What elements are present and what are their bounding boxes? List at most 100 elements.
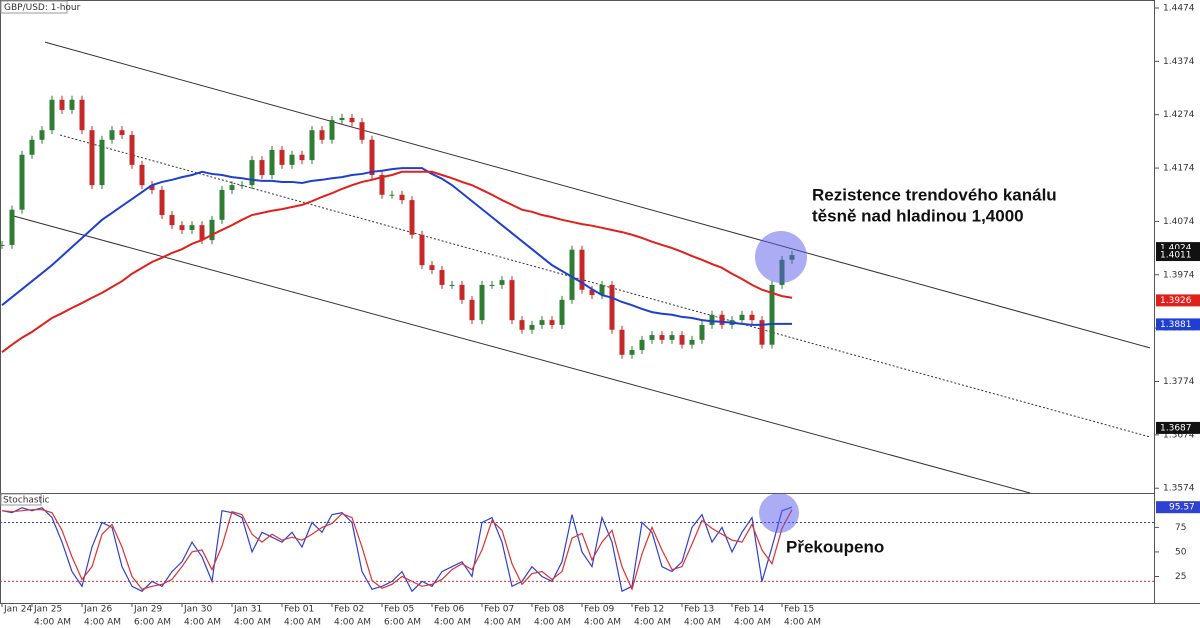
candle (639, 339, 645, 351)
candle (79, 99, 85, 131)
candle (609, 284, 615, 330)
x-tick-label: Feb 01 (284, 605, 314, 615)
candle (169, 215, 175, 226)
price-label: 1.3881 (1160, 320, 1192, 330)
x-tick-label: 4:00 AM (234, 618, 271, 628)
stochastic-line (1, 506, 793, 593)
candle (599, 284, 605, 296)
y-tick-label: 1.4374 (1163, 57, 1195, 67)
price-panel (0, 0, 1155, 494)
x-tick-label: 4:00 AM (784, 618, 821, 628)
candle (0, 244, 5, 246)
candle (759, 320, 765, 345)
x-tick-label: Feb 06 (434, 605, 465, 615)
x-tick-label: Feb 05 (384, 605, 414, 615)
price-label-box (1156, 421, 1200, 434)
candle (319, 130, 325, 140)
candle (489, 284, 495, 286)
x-tick-label: 4:00 AM (184, 618, 221, 628)
x-tick-label: Jan 29 (133, 605, 162, 615)
candle (749, 314, 755, 321)
candle (679, 335, 685, 345)
x-tick-label: 4:00 AM (34, 618, 71, 628)
y-tick-label: 50 (1175, 547, 1187, 557)
moving-average (1, 170, 793, 353)
candle (389, 194, 395, 196)
moving-average (1, 167, 792, 326)
x-tick-label: Feb 12 (634, 605, 664, 615)
value-label: 95.57 (1169, 503, 1195, 513)
y-tick-label: 1.3974 (1163, 270, 1195, 280)
candle (499, 280, 505, 285)
candle (439, 269, 445, 285)
candle (39, 130, 45, 140)
y-tick-label: 1.4274 (1163, 110, 1195, 120)
price-label-box (1156, 318, 1200, 331)
candle (369, 139, 375, 176)
candle (459, 284, 465, 300)
candle (739, 314, 745, 321)
candle (359, 122, 365, 140)
x-tick-label: 4:00 AM (734, 618, 771, 628)
candle (619, 329, 625, 355)
candle (569, 249, 575, 300)
candle (419, 234, 425, 266)
annotation: Překoupeno (786, 537, 884, 556)
candle (109, 130, 115, 140)
candle (699, 324, 705, 340)
candle (99, 139, 105, 186)
candle (559, 299, 565, 325)
x-tick-label: 4:00 AM (284, 618, 321, 628)
candle (259, 160, 265, 176)
candle (9, 209, 15, 245)
candle (339, 117, 345, 121)
candle (509, 280, 515, 321)
price-label: 1.3687 (1160, 423, 1192, 433)
candle (19, 154, 25, 210)
y-tick-label: 1.3774 (1163, 377, 1195, 387)
y-tick-label: 1.4174 (1163, 164, 1195, 174)
y-tick-label: 1.3574 (1163, 484, 1195, 494)
candle (399, 194, 405, 201)
x-tick-label: 6:00 AM (384, 618, 421, 628)
x-tick-label: Jan 25 (33, 605, 62, 615)
x-tick-label: 4:00 AM (684, 618, 721, 628)
candle (189, 225, 195, 230)
candle (539, 320, 545, 325)
candle (149, 185, 155, 190)
annotation: Rezistence trendového kanálu (812, 185, 1057, 204)
x-tick-label: Feb 07 (484, 605, 514, 615)
x-tick-label: 4:00 AM (434, 618, 471, 628)
y-tick-label: 1.3674 (1163, 430, 1195, 440)
value-label-box (1156, 501, 1200, 514)
candle (429, 265, 435, 270)
candle (579, 249, 585, 290)
candle (29, 139, 35, 155)
x-tick-label: Feb 13 (684, 605, 714, 615)
candle (199, 225, 205, 241)
candle (229, 185, 235, 190)
x-tick-label: Feb 15 (784, 605, 814, 615)
candle (669, 335, 675, 340)
y-tick-label: 75 (1175, 523, 1186, 533)
candle (529, 324, 535, 330)
plot-area (0, 41, 1155, 593)
y-tick-label: 1.4474 (1163, 4, 1195, 14)
candle (249, 160, 255, 186)
trend-line (9, 214, 1031, 494)
annotation: těsně nad hladinou 1,4000 (812, 206, 1024, 225)
x-tick-label: 4:00 AM (84, 618, 121, 628)
candle (49, 99, 55, 131)
candle (179, 225, 185, 230)
x-tick-label: Feb 09 (584, 605, 615, 615)
candle (519, 320, 525, 330)
highlight-circle (759, 493, 799, 533)
x-tick-label: 4:00 AM (534, 618, 571, 628)
price-label-box (1156, 249, 1200, 262)
x-tick-label: 4:00 AM (484, 618, 521, 628)
candle (409, 200, 415, 235)
candle (139, 164, 145, 186)
candle (659, 335, 665, 340)
chart-title: GBP/USD: 1-hour (4, 3, 81, 13)
x-tick-label: Jan 24 (3, 605, 32, 615)
